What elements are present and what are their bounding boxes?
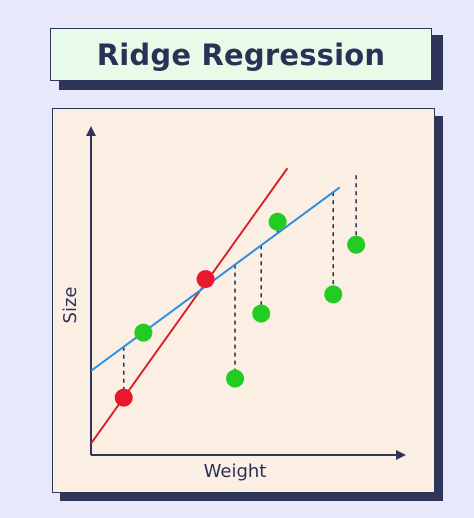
test-data-point <box>324 285 343 304</box>
test-data-point <box>347 235 366 254</box>
x-axis-label: Weight <box>204 461 267 482</box>
test-data-point <box>268 212 287 231</box>
training-data-point <box>196 270 215 289</box>
blue-regression-line <box>90 186 341 372</box>
training-data-point <box>114 388 133 407</box>
test-data-point <box>252 304 271 323</box>
title-box: Ridge Regression <box>50 28 432 81</box>
page-title: Ridge Regression <box>96 37 386 72</box>
plot-panel <box>52 108 435 493</box>
y-axis-label: Size <box>60 287 81 324</box>
test-data-point <box>226 369 245 388</box>
test-data-point <box>134 323 153 342</box>
